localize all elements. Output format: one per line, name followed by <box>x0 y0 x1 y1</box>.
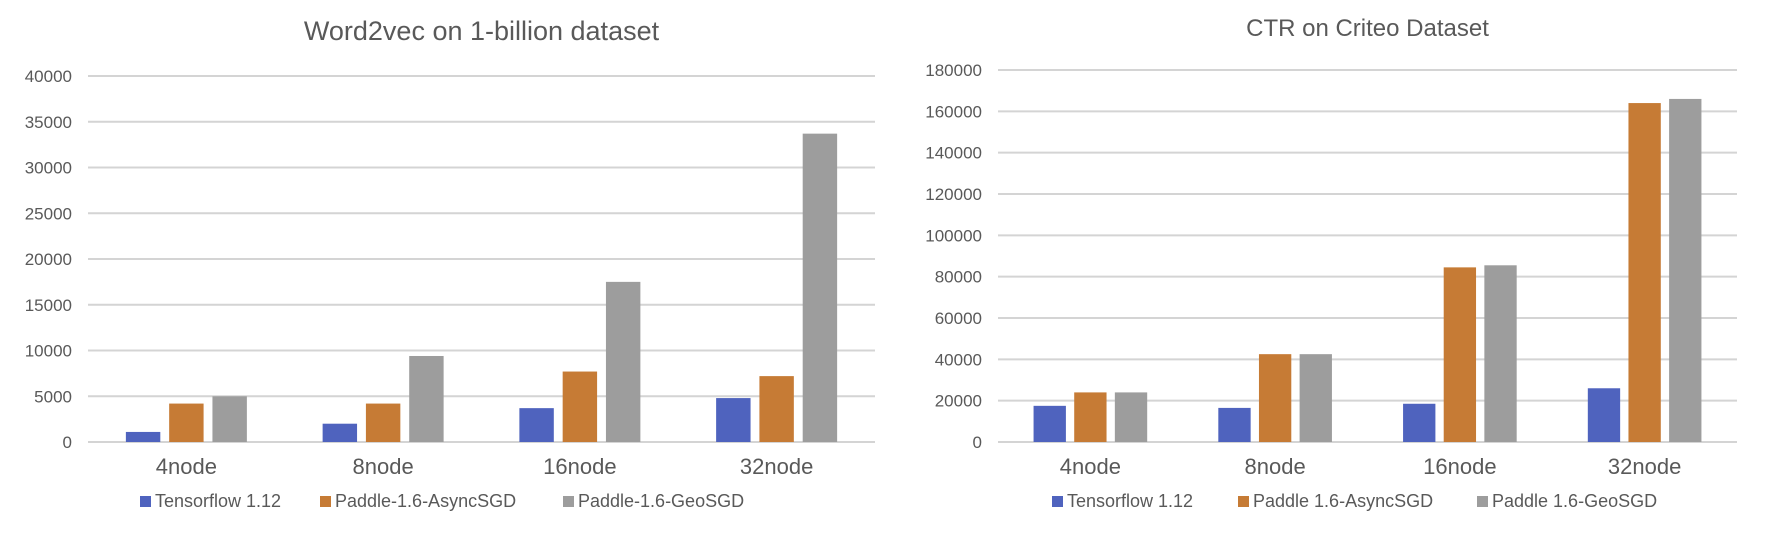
y-tick-label: 0 <box>973 433 982 452</box>
bar-32node-3 <box>802 133 838 442</box>
bar-8node-2 <box>365 403 401 442</box>
y-tick-label: 60000 <box>935 309 982 328</box>
y-tick-label: 35000 <box>25 113 72 132</box>
legend-swatch <box>140 496 151 507</box>
x-tick-label: 8node <box>353 454 414 479</box>
bar-16node-2 <box>1443 267 1477 442</box>
legend-swatch <box>1238 496 1249 507</box>
chart-title: Word2vec on 1-billion dataset <box>304 16 660 46</box>
y-tick-label: 15000 <box>25 296 72 315</box>
legend-label: Tensorflow 1.12 <box>1067 491 1193 511</box>
legend-label: Tensorflow 1.12 <box>155 491 281 511</box>
legend-label: Paddle-1.6-GeoSGD <box>578 491 744 511</box>
x-tick-label: 32node <box>740 454 813 479</box>
y-tick-label: 20000 <box>935 392 982 411</box>
y-tick-label: 0 <box>63 433 72 452</box>
bar-8node-3 <box>409 355 444 442</box>
y-tick-label: 100000 <box>925 226 982 245</box>
bar-4node-1 <box>1033 405 1066 442</box>
bar-32node-1 <box>716 398 751 442</box>
bar-16node-2 <box>562 371 598 442</box>
y-tick-label: 180000 <box>925 61 982 80</box>
y-tick-label: 40000 <box>935 350 982 369</box>
bar-16node-3 <box>605 281 641 442</box>
y-tick-label: 120000 <box>925 185 982 204</box>
bar-8node-2 <box>1258 354 1292 442</box>
bar-4node-3 <box>212 396 247 442</box>
chart-title: CTR on Criteo Dataset <box>1246 15 1489 42</box>
chart-svg: CTR on Criteo Dataset 0 20000 40000 60000 800… <box>925 15 1737 511</box>
legend-swatch <box>1477 496 1488 507</box>
bar-32node-2 <box>759 376 794 442</box>
bar-32node-2 <box>1628 103 1661 443</box>
legend-label: Paddle 1.6-GeoSGD <box>1492 491 1657 511</box>
bar-8node-3 <box>1299 354 1332 442</box>
y-tick-label: 25000 <box>25 204 72 223</box>
word2vec-chart: Word2vec on 1-billion dataset 0 5000 10000 1… <box>0 0 880 546</box>
bar-8node-1 <box>322 423 358 442</box>
x-tick-label: 16node <box>1423 454 1496 479</box>
legend-label: Paddle 1.6-AsyncSGD <box>1253 491 1433 511</box>
legend-swatch <box>320 496 331 507</box>
bar-4node-2 <box>1074 392 1107 442</box>
bar-16node-3 <box>1484 265 1517 442</box>
y-tick-label: 40000 <box>25 67 72 86</box>
x-tick-label: 4node <box>1060 454 1121 479</box>
bar-4node-1 <box>125 431 161 442</box>
y-tick-label: 160000 <box>925 102 982 121</box>
legend-label: Paddle-1.6-AsyncSGD <box>335 491 516 511</box>
y-tick-label: 30000 <box>25 159 72 178</box>
ctr-chart: CTR on Criteo Dataset 0 20000 40000 60000 800… <box>910 0 1790 546</box>
x-tick-label: 32node <box>1608 454 1681 479</box>
bar-4node-3 <box>1114 392 1148 442</box>
bar-16node-1 <box>1403 403 1436 442</box>
y-tick-label: 20000 <box>25 250 72 269</box>
bar-32node-1 <box>1587 388 1621 442</box>
chart-svg: Word2vec on 1-billion dataset 0 5000 10000 1… <box>25 16 875 511</box>
bar-4node-2 <box>169 403 204 442</box>
y-tick-label: 80000 <box>935 268 982 287</box>
x-tick-label: 16node <box>543 454 616 479</box>
x-tick-label: 4node <box>156 454 217 479</box>
x-tick-label: 8node <box>1245 454 1306 479</box>
bar-8node-1 <box>1218 407 1251 442</box>
y-tick-label: 10000 <box>25 342 72 361</box>
bar-32node-3 <box>1669 98 1702 442</box>
y-tick-label: 5000 <box>34 387 72 406</box>
bar-16node-1 <box>519 408 554 442</box>
y-tick-label: 140000 <box>925 144 982 163</box>
legend-swatch <box>1052 496 1063 507</box>
legend-swatch <box>563 496 574 507</box>
